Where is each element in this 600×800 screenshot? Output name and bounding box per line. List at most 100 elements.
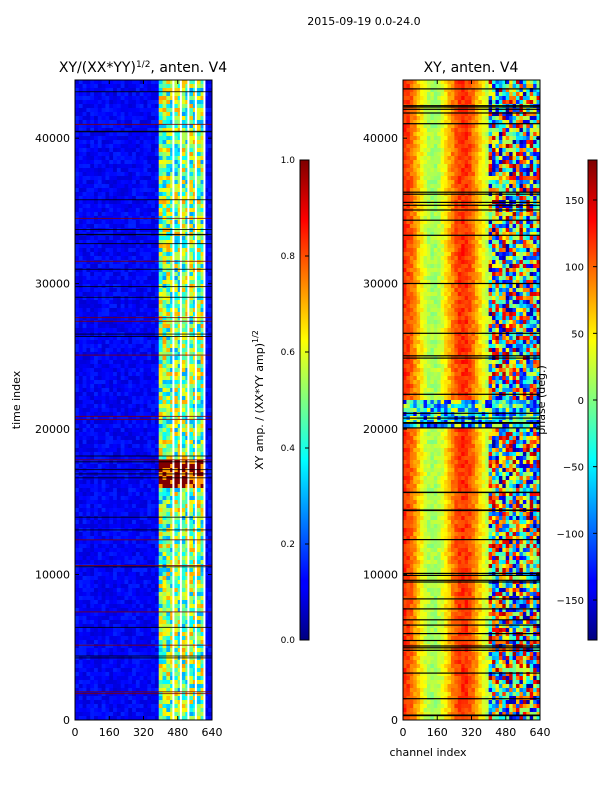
heatmap-cell — [124, 84, 129, 89]
heatmap-cell — [78, 388, 83, 393]
heatmap-cell — [113, 300, 118, 305]
heatmap-cell — [208, 420, 212, 425]
heatmap-cell — [143, 384, 148, 389]
heatmap-cell — [177, 504, 182, 509]
heatmap-cell — [124, 364, 129, 369]
heatmap-cell — [196, 336, 201, 341]
heatmap-cell — [124, 424, 129, 429]
heatmap-cell — [120, 436, 125, 441]
heatmap-cell — [78, 340, 83, 345]
heatmap-cell — [170, 388, 175, 393]
heatmap-cell — [162, 488, 167, 493]
heatmap-cell — [101, 252, 106, 257]
heatmap-cell — [90, 444, 95, 449]
heatmap-cell — [86, 92, 91, 97]
heatmap-cell — [97, 596, 102, 601]
heatmap-cell — [124, 212, 129, 217]
heatmap-cell — [139, 144, 144, 149]
heatmap-cell — [128, 84, 133, 89]
heatmap-cell — [82, 304, 87, 309]
heatmap-cell — [154, 408, 160, 413]
heatmap-cell — [181, 240, 186, 245]
heatmap-cell — [154, 304, 160, 309]
heatmap-cell — [181, 196, 186, 201]
heatmap-cell — [154, 104, 160, 109]
heatmap-cell — [196, 324, 201, 329]
heatmap-cell — [109, 512, 114, 517]
heatmap-cell — [154, 356, 160, 361]
heatmap-cell — [109, 312, 114, 317]
heatmap-cell — [82, 416, 87, 421]
heatmap-cell — [90, 288, 95, 293]
heatmap-cell — [109, 112, 114, 117]
heatmap-cell — [78, 456, 83, 461]
heatmap-cell — [128, 544, 133, 549]
heatmap-cell — [116, 328, 121, 333]
heatmap-cell — [162, 456, 167, 461]
heatmap-cell — [113, 524, 118, 529]
heatmap-cell — [124, 184, 129, 189]
heatmap-cell — [181, 300, 186, 305]
heatmap-cell — [204, 560, 209, 565]
heatmap-cell — [113, 580, 118, 585]
heatmap-cell — [105, 308, 110, 313]
heatmap-cell — [166, 556, 171, 561]
heatmap-cell — [75, 608, 80, 613]
heatmap-cell — [170, 632, 175, 637]
heatmap-cell — [75, 480, 80, 485]
heatmap-cell — [181, 128, 186, 133]
heatmap-cell — [143, 168, 148, 173]
heatmap-cell — [181, 84, 186, 89]
heatmap-cell — [208, 616, 212, 621]
heatmap-cell — [75, 144, 80, 149]
heatmap-cell — [196, 500, 201, 505]
heatmap-cell — [120, 424, 125, 429]
heatmap-cell — [90, 552, 95, 557]
heatmap-cell — [109, 240, 114, 245]
heatmap-cell — [113, 416, 118, 421]
heatmap-cell — [97, 412, 102, 417]
heatmap-cell — [173, 104, 179, 109]
heatmap-cell — [151, 452, 156, 457]
heatmap-cell — [196, 156, 201, 161]
heatmap-cell — [94, 464, 99, 469]
heatmap-cell — [105, 108, 110, 113]
heatmap-cell — [101, 428, 106, 433]
heatmap-cell — [86, 240, 91, 245]
heatmap-cell — [166, 620, 171, 625]
heatmap-cell — [170, 516, 175, 521]
heatmap-cell — [94, 504, 99, 509]
heatmap-cell — [101, 132, 106, 137]
heatmap-cell — [189, 556, 194, 561]
heatmap-cell — [135, 344, 140, 349]
heatmap-cell — [139, 132, 144, 137]
heatmap-cell — [170, 92, 175, 97]
heatmap-cell — [86, 572, 91, 577]
heatmap-cell — [151, 156, 156, 161]
heatmap-cell — [82, 248, 87, 253]
heatmap-cell — [109, 300, 114, 305]
heatmap-cell — [120, 412, 125, 417]
heatmap-cell — [166, 88, 171, 93]
heatmap-cell — [196, 220, 201, 225]
heatmap-cell — [82, 292, 87, 297]
heatmap-cell — [132, 568, 137, 573]
heatmap-cell — [139, 380, 144, 385]
heatmap-cell — [128, 600, 133, 605]
heatmap-cell — [113, 464, 118, 469]
heatmap-cell — [147, 364, 152, 369]
heatmap-cell — [101, 196, 106, 201]
heatmap-cell — [196, 408, 201, 413]
heatmap-cell — [162, 288, 167, 293]
heatmap-cell — [166, 424, 171, 429]
heatmap-cell — [173, 568, 179, 573]
heatmap-cell — [128, 516, 133, 521]
heatmap-cell — [105, 328, 110, 333]
heatmap-cell — [170, 248, 175, 253]
heatmap-cell — [135, 368, 140, 373]
heatmap-cell — [82, 300, 87, 305]
heatmap-cell — [147, 104, 152, 109]
heatmap-cell — [200, 564, 205, 569]
heatmap-cell — [109, 152, 114, 157]
heatmap-cell — [116, 444, 121, 449]
